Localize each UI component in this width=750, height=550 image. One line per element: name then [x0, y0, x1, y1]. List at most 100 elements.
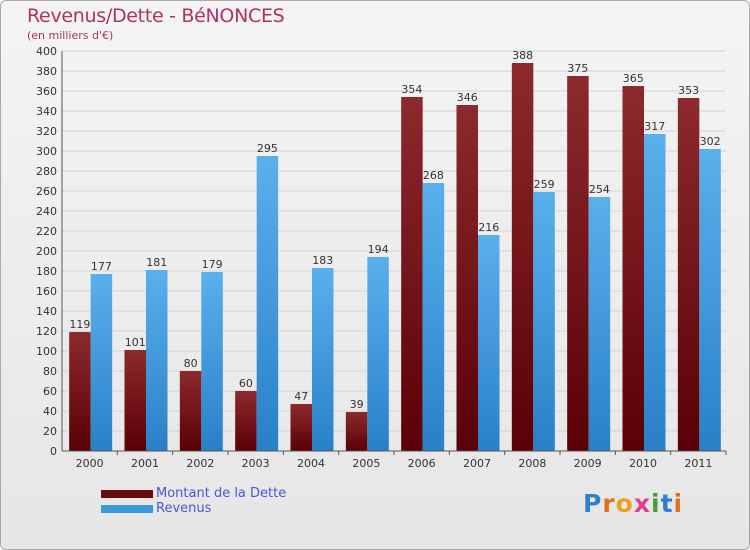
y-tick-label: 60 — [43, 385, 57, 398]
logo-letter: o — [615, 489, 634, 518]
x-tick-label: 2007 — [463, 457, 491, 470]
proxiti-logo: Proxiti — [583, 489, 683, 518]
bar-debt — [124, 350, 146, 451]
bar-revenus — [588, 197, 611, 451]
logo-letter: i — [651, 489, 661, 518]
bar-debt — [622, 86, 644, 451]
x-tick-label: 2000 — [76, 457, 104, 470]
data-label-debt: 101 — [125, 336, 146, 349]
x-tick-label: 2004 — [297, 457, 325, 470]
x-tick-label: 2008 — [518, 457, 546, 470]
x-tick-label: 2006 — [408, 457, 436, 470]
bar-revenus — [256, 156, 279, 451]
x-tick-label: 2005 — [352, 457, 380, 470]
data-label-debt: 375 — [567, 62, 588, 75]
y-tick-label: 300 — [36, 145, 57, 158]
data-label-debt: 365 — [623, 72, 644, 85]
bar-debt — [456, 105, 478, 451]
legend-label-revenus: Revenus — [156, 501, 212, 516]
y-tick-label: 120 — [36, 325, 57, 338]
y-tick-label: 160 — [36, 285, 57, 298]
bar-debt — [179, 371, 202, 451]
y-tick-label: 380 — [36, 65, 57, 78]
logo-letter: i — [673, 489, 684, 518]
bar-revenus — [201, 272, 223, 451]
x-tick-label: 2001 — [131, 457, 159, 470]
axes: 0 20 40 60 80 100 120 140 160 180 200 220 240 260 280 3… — [36, 45, 727, 470]
data-label-revenus: 179 — [202, 258, 223, 271]
bar-debt — [290, 404, 312, 451]
bar-debt — [345, 412, 368, 451]
data-label-debt: 39 — [350, 398, 364, 411]
data-label-revenus: 259 — [534, 178, 555, 191]
data-label-revenus: 177 — [91, 260, 112, 273]
y-tick-label: 220 — [36, 225, 57, 238]
bar-revenus — [146, 270, 168, 451]
data-label-revenus: 268 — [423, 169, 444, 182]
bar-debt — [677, 98, 700, 451]
y-tick-label: 20 — [43, 425, 57, 438]
logo-letter: t — [660, 489, 674, 518]
y-tick-label: 40 — [43, 405, 57, 418]
data-label-debt: 354 — [401, 83, 422, 96]
y-tick-label: 140 — [36, 305, 57, 318]
logo-letter: x — [633, 489, 651, 518]
data-label-revenus: 194 — [368, 243, 389, 256]
chart-title: Revenus/Dette - BéNONCES — [27, 5, 285, 27]
bar-revenus — [533, 192, 555, 451]
bar-revenus — [422, 183, 445, 451]
bar-revenus — [478, 235, 500, 451]
y-tick-label: 0 — [50, 445, 57, 458]
data-label-revenus: 254 — [589, 183, 610, 196]
bar-revenus — [367, 257, 389, 451]
y-tick-label: 180 — [36, 265, 57, 278]
x-tick-label: 2010 — [629, 457, 657, 470]
y-tick-label: 320 — [36, 125, 57, 138]
data-label-revenus: 302 — [700, 135, 721, 148]
bar-revenus — [699, 149, 721, 451]
bar-debt — [401, 97, 423, 451]
data-label-revenus: 317 — [644, 120, 665, 133]
y-tick-label: 260 — [36, 185, 57, 198]
data-label-revenus: 295 — [257, 142, 278, 155]
x-tick-label: 2003 — [242, 457, 270, 470]
data-label-revenus: 183 — [312, 254, 333, 267]
data-label-debt: 119 — [69, 318, 90, 331]
y-tick-label: 340 — [36, 105, 57, 118]
grid-lines — [62, 50, 726, 452]
y-tick-label: 100 — [36, 345, 57, 358]
bar-debt — [511, 63, 534, 451]
logo-letter: P — [583, 489, 603, 518]
y-tick-label: 400 — [36, 45, 57, 58]
legend-swatch-revenus — [101, 505, 153, 513]
data-label-debt: 60 — [239, 377, 253, 390]
data-label-debt: 47 — [294, 390, 308, 403]
x-tick-label: 2009 — [574, 457, 602, 470]
legend-label-debt: Montant de la Dette — [156, 486, 287, 501]
data-label-debt: 388 — [512, 49, 533, 62]
data-label-revenus: 216 — [478, 221, 499, 234]
logo-letter: r — [602, 489, 616, 518]
x-tick-label: 2011 — [684, 457, 712, 470]
bars: 119 177 101 181 80 179 60 295 47 183 39 194 354 268 34… — [69, 49, 721, 451]
y-tick-label: 360 — [36, 85, 57, 98]
x-tick-label: 2002 — [186, 457, 214, 470]
bar-debt — [567, 76, 589, 451]
bar-revenus — [90, 274, 113, 451]
y-tick-label: 80 — [43, 365, 57, 378]
data-label-debt: 346 — [457, 91, 478, 104]
bar-debt — [235, 391, 257, 451]
data-label-revenus: 181 — [146, 256, 167, 269]
data-label-debt: 80 — [184, 357, 198, 370]
y-tick-label: 240 — [36, 205, 57, 218]
chart-subtitle: (en milliers d'€) — [27, 29, 114, 42]
y-tick-label: 200 — [36, 245, 57, 258]
bar-revenus — [312, 268, 334, 451]
bar-debt — [69, 332, 91, 451]
data-label-debt: 353 — [678, 84, 699, 97]
legend-swatch-debt — [101, 490, 153, 498]
bar-revenus — [644, 134, 666, 451]
y-tick-label: 280 — [36, 165, 57, 178]
